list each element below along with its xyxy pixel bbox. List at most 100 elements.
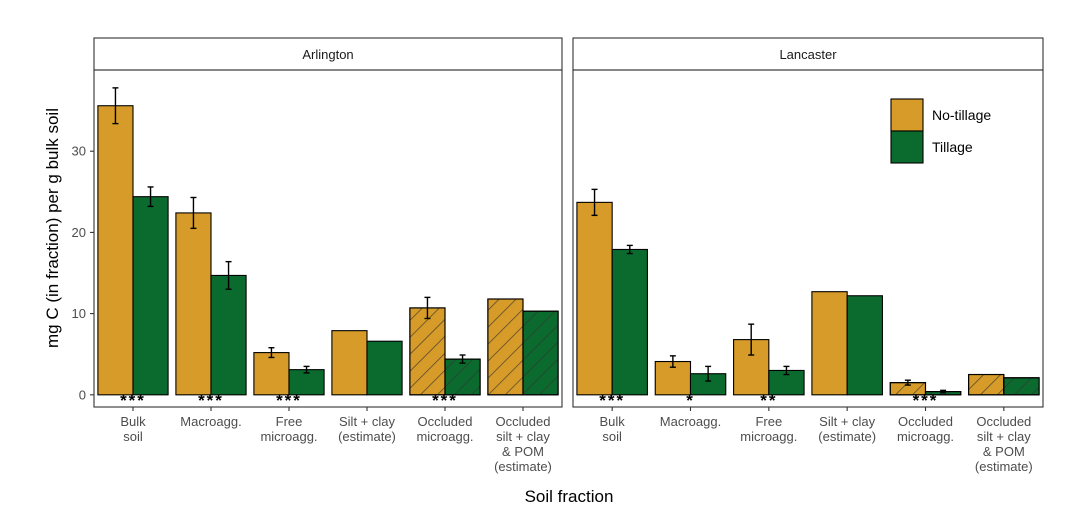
y-tick-label: 10 xyxy=(72,306,86,321)
x-tick-label-line: Macroagg. xyxy=(660,414,721,429)
y-tick-label: 20 xyxy=(72,225,86,240)
x-tick-label: Free microagg. xyxy=(740,414,797,444)
bar-arlington-no-tillage-0 xyxy=(97,105,134,396)
x-tick-label-line: microagg. xyxy=(260,429,317,444)
bar-hatch-overlay xyxy=(968,373,1005,396)
y-tick-label: 30 xyxy=(72,144,86,159)
x-tick-label-line: Silt + clay xyxy=(339,414,395,429)
x-tick-label-line: Occluded xyxy=(496,414,551,429)
x-tick-label: Silt + clay (estimate) xyxy=(818,414,876,444)
y-tick-label: 0 xyxy=(79,387,86,402)
significance-marker: *** xyxy=(913,391,939,410)
x-tick-label-line: microagg. xyxy=(897,429,954,444)
x-tick-label: Silt + clay (estimate) xyxy=(338,414,396,444)
facet-title: Arlington xyxy=(302,47,353,62)
legend-swatch-tillage xyxy=(890,130,924,164)
x-axis-title: Soil fraction xyxy=(525,487,614,506)
bar-arlington-tillage-1 xyxy=(210,274,247,396)
x-tick-label-line: Occluded xyxy=(898,414,953,429)
x-tick-label: Bulk soil xyxy=(120,414,146,444)
legend-label: Tillage xyxy=(932,139,973,155)
x-tick-label-line: (estimate) xyxy=(818,429,876,444)
significance-marker: *** xyxy=(276,391,302,410)
x-tick-label: Occluded microagg. xyxy=(897,414,954,444)
significance-marker: *** xyxy=(198,391,224,410)
x-tick-label-line: & POM xyxy=(983,444,1025,459)
x-tick-label: Macroagg. xyxy=(660,414,721,429)
legend: No-tillage Tillage xyxy=(890,98,991,164)
error-bar xyxy=(424,296,431,320)
bar-arlington-no-tillage-3 xyxy=(331,330,368,396)
bar-arlington-tillage-3 xyxy=(366,340,403,396)
facet-strip xyxy=(93,37,563,71)
x-tick-label-line: microagg. xyxy=(740,429,797,444)
error-bar xyxy=(904,379,911,386)
x-tick-label-line: soil xyxy=(602,429,622,444)
error-bar xyxy=(705,365,712,382)
bar-arlington-no-tillage-1 xyxy=(175,212,212,396)
error-bar xyxy=(669,355,676,368)
error-bar xyxy=(190,196,197,230)
x-tick-label-line: Macroagg. xyxy=(180,414,241,429)
x-tick-label-line: Free xyxy=(755,414,782,429)
bar-arlington-tillage-2 xyxy=(288,369,325,396)
bar-hatch-overlay xyxy=(522,310,559,396)
x-tick-label-line: silt + clay xyxy=(496,429,550,444)
error-bar xyxy=(626,244,633,255)
panel-lancaster: Lancaster***Bulk soil*Macroagg.**Free micr… xyxy=(572,37,1044,474)
significance-marker: *** xyxy=(432,391,458,410)
x-tick-label: Macroagg. xyxy=(180,414,241,429)
x-tick-label-line: & POM xyxy=(502,444,544,459)
error-bar xyxy=(147,186,154,208)
x-tick-label: Occluded microagg. xyxy=(416,414,473,444)
x-tick-label-line: Bulk xyxy=(120,414,146,429)
bar-lancaster-tillage-3 xyxy=(846,295,883,396)
bar-lancaster-no-tillage-3 xyxy=(811,291,848,396)
x-tick-label-line: soil xyxy=(123,429,143,444)
error-bar xyxy=(748,323,755,356)
error-bar xyxy=(591,188,598,217)
x-tick-label-line: Bulk xyxy=(600,414,626,429)
x-tick-label-line: Free xyxy=(276,414,303,429)
error-bar xyxy=(268,347,275,359)
bar-hatch-overlay xyxy=(444,358,481,396)
facet-strip xyxy=(572,37,1044,71)
significance-marker: ** xyxy=(760,391,777,410)
x-tick-label-line: Occluded xyxy=(418,414,473,429)
error-bar xyxy=(459,354,466,364)
bar-hatch-overlay xyxy=(487,298,524,396)
error-bar xyxy=(225,260,232,290)
error-bar xyxy=(112,87,119,125)
bar-arlington-no-tillage-2 xyxy=(253,352,290,396)
x-tick-label: Free microagg. xyxy=(260,414,317,444)
panel-arlington: Arlington***Bulk soil***Macroagg.***Free m… xyxy=(72,37,563,474)
bar-hatch-overlay xyxy=(409,307,446,396)
panel-border xyxy=(572,69,1044,408)
x-tick-label-line: Occluded xyxy=(976,414,1031,429)
panel-border xyxy=(93,69,563,408)
x-tick-label-line: Silt + clay xyxy=(819,414,875,429)
y-axis-title: mg C (in fraction) per g bulk soil xyxy=(43,108,62,348)
bar-hatch-overlay xyxy=(1003,377,1040,396)
significance-marker: * xyxy=(686,391,695,410)
legend-swatch-no-tillage xyxy=(890,98,924,132)
x-tick-label-line: (estimate) xyxy=(338,429,396,444)
significance-marker: *** xyxy=(599,391,625,410)
significance-marker: *** xyxy=(120,391,146,410)
bar-lancaster-no-tillage-0 xyxy=(576,201,613,396)
x-tick-label: Bulk soil xyxy=(600,414,626,444)
bar-arlington-tillage-0 xyxy=(132,196,169,396)
bar-lancaster-tillage-0 xyxy=(611,248,648,396)
legend-label: No-tillage xyxy=(932,107,991,123)
x-tick-label: Occluded silt + clay & POM (estimate) xyxy=(975,414,1033,474)
x-tick-label-line: (estimate) xyxy=(975,459,1033,474)
x-tick-label-line: silt + clay xyxy=(977,429,1031,444)
error-bar xyxy=(940,389,947,394)
x-tick-label-line: (estimate) xyxy=(494,459,552,474)
x-tick-label: Occluded silt + clay & POM (estimate) xyxy=(494,414,552,474)
error-bar xyxy=(783,365,790,376)
facet-title: Lancaster xyxy=(779,47,837,62)
x-tick-label-line: microagg. xyxy=(416,429,473,444)
